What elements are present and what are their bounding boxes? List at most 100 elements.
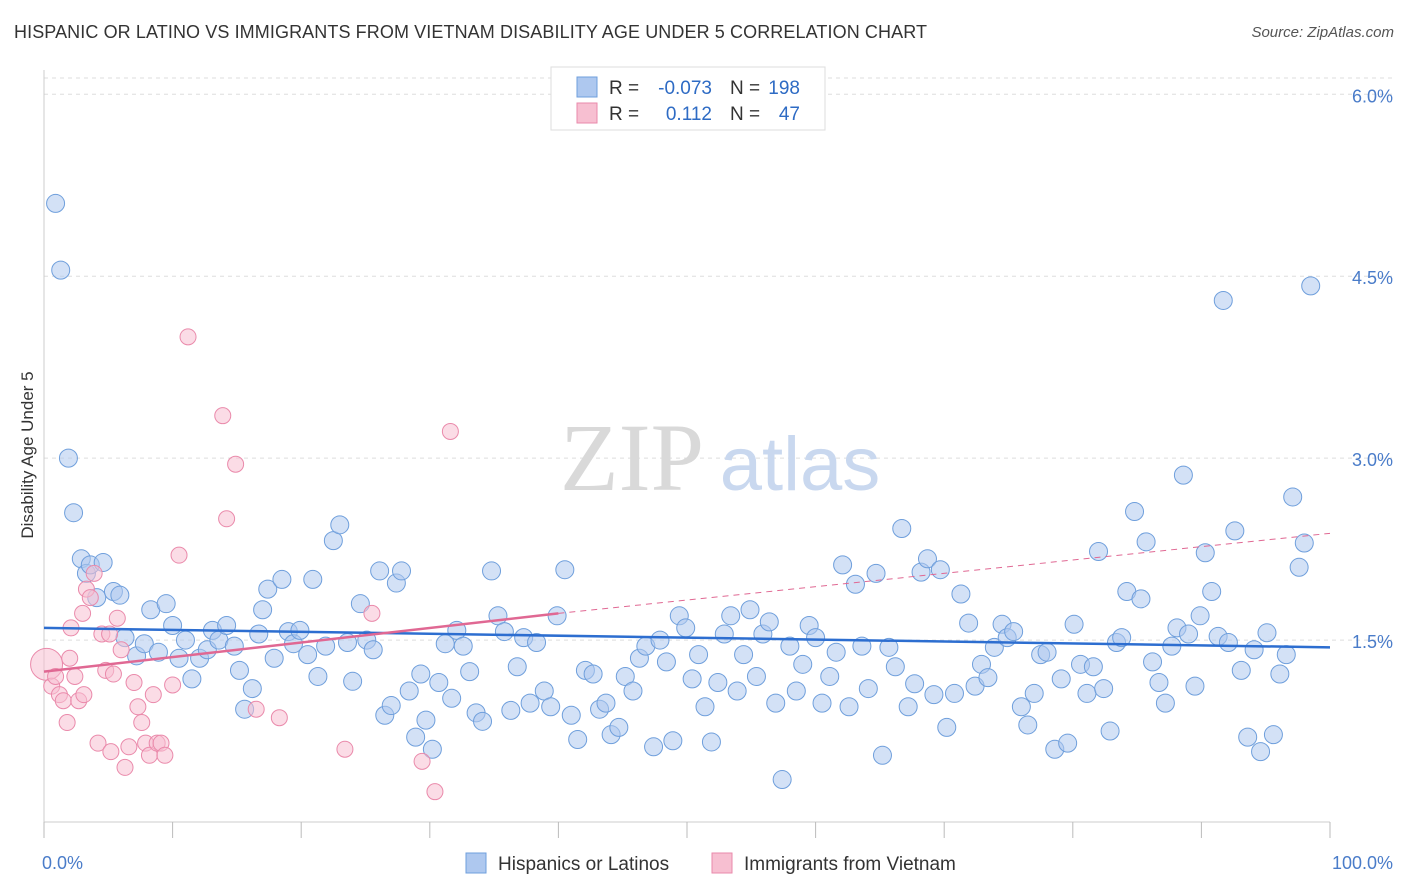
hispanics-point xyxy=(701,732,721,752)
hispanics-point xyxy=(1190,606,1210,626)
hispanics-point xyxy=(453,636,473,656)
vietnam-point xyxy=(426,783,444,801)
hispanics-point xyxy=(473,711,493,731)
hispanics-point xyxy=(1238,727,1258,747)
gridlines xyxy=(44,77,1395,641)
hispanics-point xyxy=(866,563,886,583)
hispanics-point xyxy=(695,697,715,717)
hispanics-point xyxy=(1064,614,1084,634)
hispanics-point xyxy=(1112,628,1132,648)
hispanics-point xyxy=(1270,664,1290,684)
vietnam-point xyxy=(170,546,188,564)
vietnam-point xyxy=(58,714,76,732)
hispanics-point xyxy=(460,662,480,682)
vietnam-point xyxy=(89,734,107,752)
hispanics-point xyxy=(229,660,249,680)
legend-n-value: 198 xyxy=(768,78,800,99)
hispanics-point xyxy=(411,664,431,684)
hispanics-point xyxy=(924,685,944,705)
hispanics-point xyxy=(615,666,635,686)
hispanics-point xyxy=(879,637,899,657)
legend-swatch-blue xyxy=(576,76,598,98)
vietnam-point xyxy=(102,743,120,761)
hispanics-point xyxy=(845,574,865,594)
hispanics-point xyxy=(308,666,328,686)
stats-legend: R = -0.073 N = 198 R = 0.112 N = 47 xyxy=(550,66,826,131)
hispanics-point xyxy=(58,448,78,468)
hispanics-point xyxy=(676,618,696,638)
hispanics-point xyxy=(1143,652,1163,672)
hispanics-point xyxy=(1301,276,1321,296)
hispanics-point xyxy=(766,693,786,713)
hispanics-point xyxy=(1051,669,1071,689)
legend-r-label: R = xyxy=(609,78,639,99)
hispanics-point xyxy=(249,624,269,644)
vietnam-point xyxy=(441,422,459,440)
hispanics-point xyxy=(583,664,603,684)
chart-title: HISPANIC OR LATINO VS IMMIGRANTS FROM VI… xyxy=(14,22,928,42)
hispanics-point xyxy=(46,193,66,213)
y-tick-label: 6.0% xyxy=(1352,86,1393,106)
hispanics-point xyxy=(1283,487,1303,507)
hispanics-point xyxy=(303,569,323,589)
legend-swatch-pink xyxy=(576,102,598,124)
hispanics-point xyxy=(951,584,971,604)
hispanics-point xyxy=(242,679,262,699)
hispanics-point xyxy=(520,693,540,713)
hispanics-point xyxy=(623,681,643,701)
hispanics-point xyxy=(1100,721,1120,741)
hispanics-point xyxy=(392,561,412,581)
hispanics-point xyxy=(370,561,390,581)
legend-r-value: 0.112 xyxy=(666,104,712,125)
hispanics-point xyxy=(330,515,350,535)
vietnam-point xyxy=(218,510,236,528)
hispanics-point xyxy=(272,569,292,589)
hispanics-point xyxy=(429,673,449,693)
legend-n-label: N = xyxy=(730,78,760,99)
vietnam-point xyxy=(47,667,65,685)
hispanics-point xyxy=(1083,657,1103,677)
legend-r-label: R = xyxy=(609,104,639,125)
hispanics-point xyxy=(833,555,853,575)
hispanics-point xyxy=(714,624,734,644)
hispanics-point xyxy=(1257,623,1277,643)
vietnam-point xyxy=(133,714,151,732)
hispanics-point xyxy=(156,594,176,614)
hispanics-point xyxy=(1094,679,1114,699)
y-axis-tick-labels: 1.5% 3.0% 4.5% 6.0% xyxy=(1352,86,1393,652)
hispanics-point xyxy=(708,673,728,693)
hispanics-point xyxy=(494,622,514,642)
vietnam-point xyxy=(54,692,72,710)
vietnam-point xyxy=(336,740,354,758)
vietnam-point xyxy=(104,665,122,683)
hispanics-point xyxy=(937,717,957,737)
vietnam-point xyxy=(75,686,93,704)
hispanics-point xyxy=(650,630,670,650)
hispanics-trend-line xyxy=(43,626,1331,649)
hispanics-point xyxy=(1294,533,1314,553)
hispanics-point xyxy=(163,616,183,636)
chart-source: Source: ZipAtlas.com xyxy=(1251,24,1394,41)
hispanics-point xyxy=(1024,683,1044,703)
hispanics-point xyxy=(406,727,426,747)
hispanics-point xyxy=(1218,632,1238,652)
hispanics-point xyxy=(316,636,336,656)
vietnam-point xyxy=(144,686,162,704)
hispanics-point xyxy=(1179,624,1199,644)
hispanics-point xyxy=(541,697,561,717)
hispanics-point xyxy=(1136,532,1156,552)
hispanics-point xyxy=(399,681,419,701)
hispanics-point xyxy=(959,613,979,633)
hispanics-point xyxy=(350,594,370,614)
hispanics-point xyxy=(872,745,892,765)
hispanics-point xyxy=(852,636,872,656)
vietnam-trend-line xyxy=(43,612,559,673)
hispanics-point xyxy=(721,606,741,626)
hispanics-point xyxy=(182,669,202,689)
bottom-legend: Hispanics or Latinos Immigrants from Vie… xyxy=(465,852,956,875)
hispanics-point xyxy=(1185,676,1205,696)
watermark: ZIP atlas xyxy=(560,404,880,511)
vietnam-point xyxy=(120,738,138,756)
vietnam-point xyxy=(66,667,84,685)
series-vietnam-points xyxy=(30,328,459,801)
